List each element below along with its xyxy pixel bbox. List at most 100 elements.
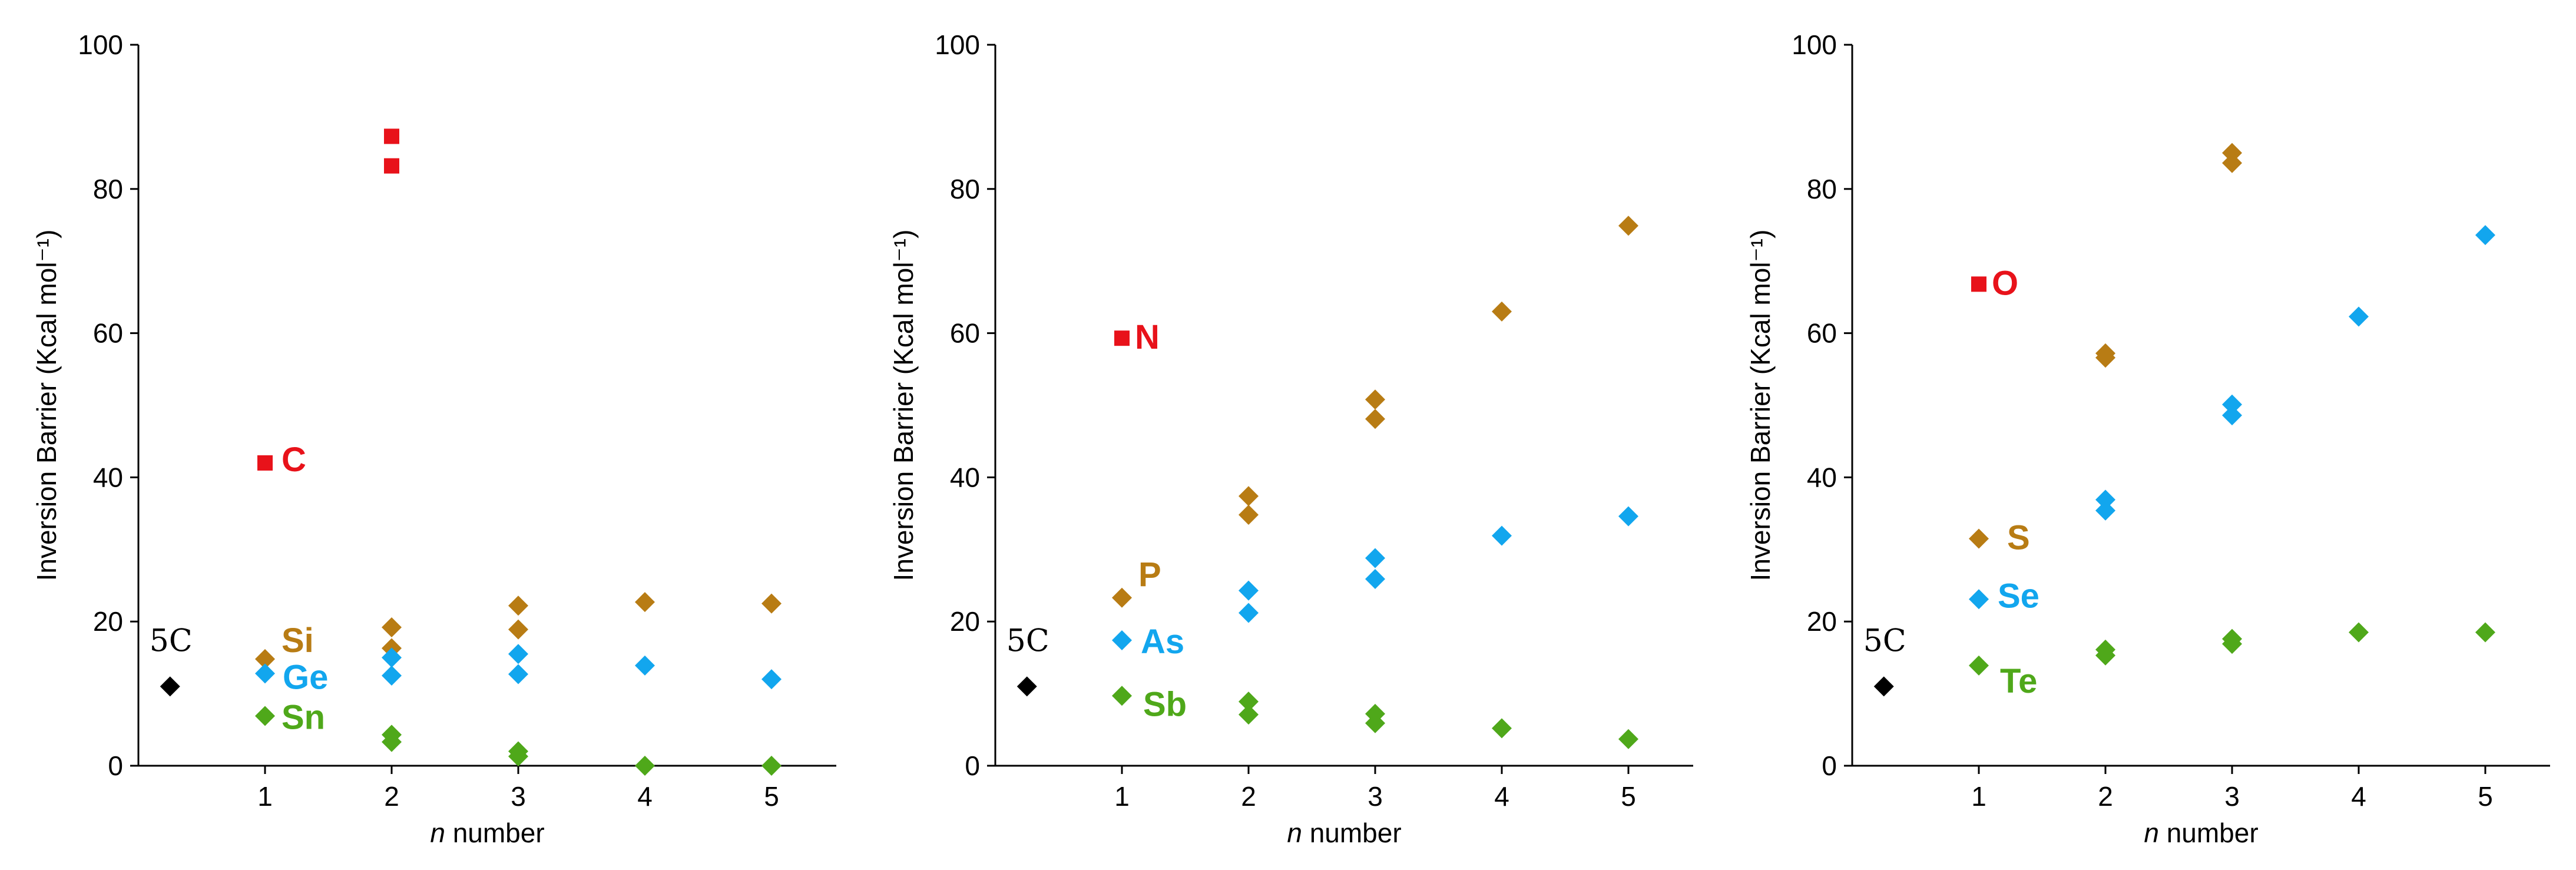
y-axis-label: Inversion Barrier (Kcal mol⁻¹)	[888, 230, 919, 581]
reference-point-5c	[1873, 676, 1894, 697]
x-tick-label: 5	[764, 781, 779, 812]
x-tick-label: 3	[511, 781, 526, 812]
chart-panel-2: 0 20 40 60 80 100 1 2 3 4 5 n number Inversion Barri…	[888, 29, 1693, 848]
reference-label-5c: 5C	[1006, 623, 1049, 659]
x-tick-label: 1	[257, 781, 273, 812]
data-point-p	[1112, 587, 1132, 608]
y-tick-label: 60	[950, 318, 980, 349]
y-tick-label: 60	[93, 318, 123, 349]
data-point-se	[2349, 306, 2369, 327]
data-point-o	[1971, 276, 1986, 292]
data-point-s	[1969, 528, 1989, 549]
x-axis-label: n number	[1287, 818, 1401, 848]
x-tick-label: 5	[1621, 781, 1636, 812]
y-axis-label: Inversion Barrier (Kcal mol⁻¹)	[31, 230, 62, 581]
data-point-p	[1365, 409, 1385, 429]
data-point-si	[761, 593, 782, 614]
y-tick-label: 40	[93, 462, 123, 492]
data-point-sn	[761, 756, 782, 776]
y-axis-label: Inversion Barrier (Kcal mol⁻¹)	[1745, 230, 1776, 581]
y-tick-label: 80	[1807, 174, 1837, 204]
data-point-as	[1239, 580, 1259, 601]
data-point-p	[1492, 301, 1512, 322]
data-point-ge	[382, 647, 402, 668]
y-tick-label: 60	[1807, 318, 1837, 349]
data-point-te	[2222, 634, 2242, 654]
data-point-as	[1618, 506, 1638, 527]
data-point-sn	[508, 746, 528, 767]
x-axis-label: n number	[2144, 818, 2258, 848]
data-point-te	[2349, 622, 2369, 643]
y-tick-label: 80	[950, 174, 980, 204]
y-tick-label: 80	[93, 174, 123, 204]
data-point-s	[2222, 143, 2242, 163]
x-tick-label: 4	[637, 781, 653, 812]
chart-panel-1: 0 20 40 60 80 100 1 2 3 4 5 n number Inversion Barri…	[31, 29, 836, 848]
data-point-sb	[1365, 713, 1385, 733]
series-label-te: Te	[2000, 662, 2037, 700]
data-point-as	[1239, 603, 1259, 623]
data-point-c	[384, 128, 399, 144]
x-tick-label: 2	[384, 781, 399, 812]
data-point-as	[1492, 525, 1512, 546]
y-tick-label: 40	[950, 462, 980, 492]
data-point-p	[1365, 389, 1385, 410]
series-label-p: P	[1138, 555, 1161, 594]
series-label-as: As	[1141, 623, 1184, 661]
data-point-te	[2095, 645, 2115, 666]
data-point-se	[2222, 394, 2242, 415]
y-tick-label: 100	[935, 29, 980, 60]
data-point-as	[1365, 548, 1385, 568]
data-point-as	[1365, 568, 1385, 589]
data-point-se	[2475, 225, 2495, 246]
data-point-sb	[1239, 692, 1259, 712]
data-point-sn	[382, 732, 402, 752]
x-axis-label: n number	[430, 818, 544, 848]
x-tick-label: 3	[1368, 781, 1383, 812]
data-point-s	[2222, 153, 2242, 173]
x-tick-label: 2	[2098, 781, 2113, 812]
data-point-c	[384, 158, 399, 174]
data-point-si	[635, 592, 655, 613]
y-tick-label: 0	[1822, 750, 1837, 781]
data-point-si	[508, 596, 528, 616]
series-label-se: Se	[1998, 577, 2039, 615]
data-point-sn	[635, 756, 655, 776]
data-point-se	[2095, 489, 2115, 510]
data-point-sb	[1618, 729, 1638, 749]
y-tick-label: 20	[93, 606, 123, 637]
series-label-sb: Sb	[1143, 685, 1187, 723]
data-point-sb	[1239, 704, 1259, 725]
y-tick-label: 100	[78, 29, 123, 60]
y-tick-label: 20	[1807, 606, 1837, 637]
data-point-te	[1969, 655, 1989, 676]
series-label-o: O	[1992, 264, 2018, 302]
reference-label-5c: 5C	[150, 623, 193, 659]
x-tick-label: 5	[2478, 781, 2493, 812]
data-point-se	[1969, 589, 1989, 610]
x-tick-label: 1	[1971, 781, 1986, 812]
data-point-ge	[635, 655, 655, 676]
data-point-se	[2222, 405, 2242, 426]
data-point-sb	[1112, 686, 1132, 706]
reference-point-5c	[1017, 676, 1037, 697]
data-point-sb	[1492, 718, 1512, 739]
series-label-sn: Sn	[282, 699, 325, 737]
data-point-as	[1112, 630, 1132, 651]
y-tick-label: 40	[1807, 462, 1837, 492]
data-point-ge	[761, 669, 782, 690]
data-point-si	[382, 617, 402, 637]
x-tick-label: 1	[1114, 781, 1130, 812]
data-point-sn	[255, 706, 275, 726]
data-point-ge	[382, 666, 402, 686]
x-tick-label: 4	[2351, 781, 2366, 812]
data-point-n	[1114, 330, 1130, 346]
data-point-se	[2095, 500, 2115, 521]
series-label-si: Si	[282, 621, 314, 660]
data-point-si	[508, 619, 528, 640]
data-point-p	[1239, 505, 1259, 525]
y-tick-label: 100	[1792, 29, 1837, 60]
y-tick-label: 0	[108, 750, 123, 781]
